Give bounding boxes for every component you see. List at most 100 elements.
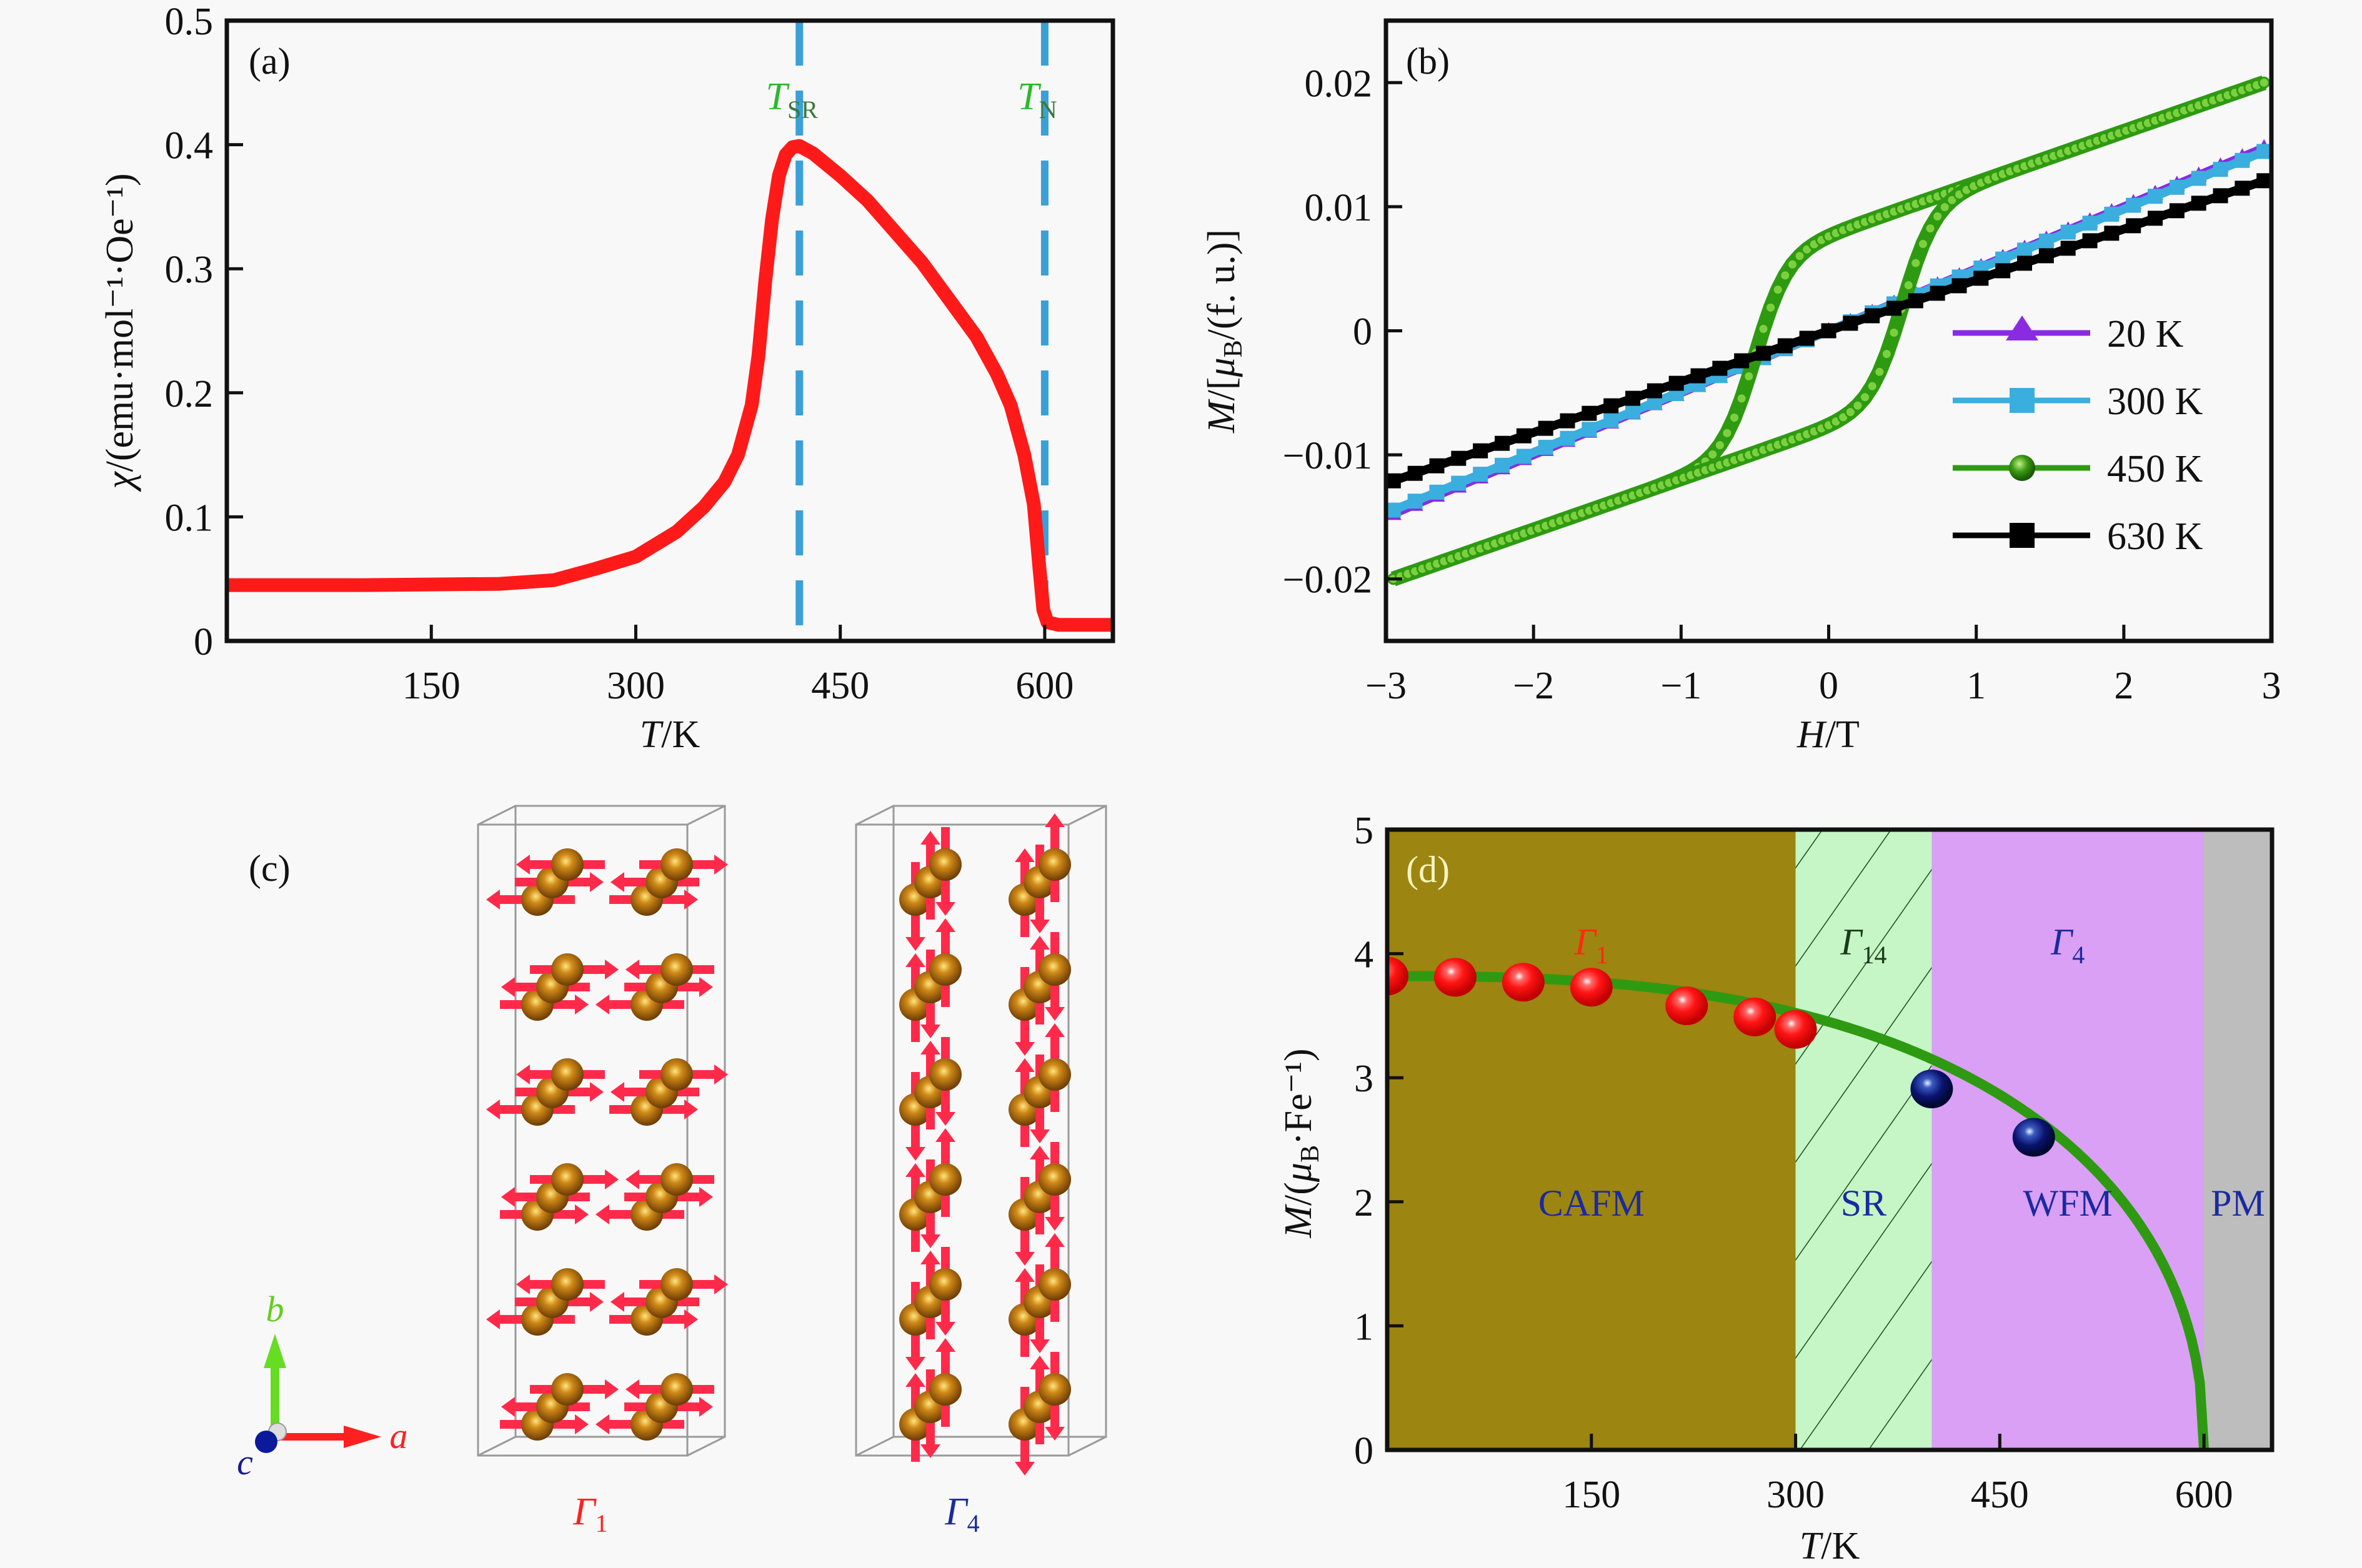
unit-cell-gamma1 [477,805,728,1457]
label-sub: N [1039,96,1057,124]
y-tick-label: 0.3 [165,249,214,291]
legend-item: 300 K [1953,380,2203,423]
spin-arrowhead [1045,813,1065,827]
y-tick-label: 0.1 [165,497,214,539]
panel-label-d: (d) [1406,849,1450,890]
data-marker [1908,293,1923,309]
data-marker [1429,484,1445,500]
spin-arrowhead [486,1099,500,1119]
fe-atom [929,953,962,986]
data-marker [1916,237,1929,250]
legend-item: 20 K [1953,313,2184,355]
spin-arrowhead [714,855,728,875]
axis-ticks: −3 −2 −1 0 1 2 3 −0.02 −0.01 0 0.01 0.02 [1283,62,2281,707]
spin-arrowhead [1045,1023,1065,1037]
data-marker [2148,189,2163,204]
spin-arrowhead [501,1397,515,1417]
legend-label: 450 K [2107,448,2203,490]
cell-edge [1068,1436,1107,1457]
axis-ticks: 150 300 450 600 0 0.1 0.2 0.3 0.4 0.5 [165,1,1074,707]
gamma1-data-point [1433,958,1477,997]
x-tick-label: 150 [1562,1474,1620,1516]
fe-atom [660,1058,693,1091]
data-marker [1995,263,2011,279]
data-marker [1973,270,1989,286]
data-marker [1516,449,1532,464]
data-marker [1582,405,1597,421]
plot-frame [224,18,1115,643]
data-marker [1473,443,1488,459]
data-marker [1793,250,1806,262]
spin-arrowhead [501,977,515,997]
y-tick-label: 0.2 [165,373,214,415]
rep-main: Γ [1574,921,1598,963]
data-marker [1859,391,1871,404]
spin-arrowhead [684,1309,698,1329]
x-tick-label: 300 [1767,1474,1825,1516]
fe-atom [551,1268,584,1301]
data-marker [1407,494,1423,509]
x-tick-label: 150 [402,665,461,707]
fe-atom [929,1268,962,1301]
spin-arrowhead [905,937,925,951]
data-marker [2104,206,2120,222]
spin-arrowhead [935,902,955,916]
spin-arrowhead [590,1082,604,1102]
y-tick-label: 0.01 [1305,187,1373,229]
fe-atom [551,1058,584,1091]
data-marker [1910,257,1922,269]
data-marker [2169,203,2185,219]
region-cafm [1387,830,1796,1450]
fe-atom [660,953,693,986]
spin-arrowhead [575,1414,589,1434]
fe-atom [1039,848,1071,881]
y-tick-label: 3 [1354,1058,1373,1100]
data-marker [1668,375,1684,391]
label-main: T [1017,76,1042,118]
spin-arrowhead [486,1309,500,1329]
y-tick-label: 5 [1354,810,1373,852]
unit-cell-gamma4 [855,805,1107,1476]
data-marker [2082,233,2098,249]
legend-marker-triangle [2006,315,2038,340]
data-marker [2169,179,2185,195]
spin-arrowhead [920,1444,940,1458]
x-tick-label: −1 [1660,665,1702,707]
representation-label: Γ14 [1840,921,1886,969]
data-marker [1743,370,1755,382]
a-axis-label: a [390,1416,408,1456]
fe-atom [929,1058,962,1091]
rep-main: Γ [1840,921,1863,963]
data-marker [1734,353,1750,369]
spin-arrowhead [1030,1339,1050,1353]
spin-arrowhead [1030,920,1050,933]
data-marker [2213,162,2228,177]
transition-labels: TSR TN [766,76,1057,124]
spin-arrowhead [714,1064,728,1084]
spin-arrowhead [1015,848,1035,862]
cell-edge [687,805,725,826]
data-marker [1844,406,1856,419]
legend-label: 20 K [2107,313,2184,355]
data-marker [1451,475,1467,491]
gamma1-data-point [1774,1010,1817,1049]
gamma1-data-point [1665,986,1708,1026]
spin-arrowhead [1045,1233,1065,1247]
gamma4-data-point [2012,1118,2055,1157]
data-marker [1560,430,1575,446]
data-marker [2126,218,2141,234]
rep-main: Γ [2050,921,2074,963]
data-marker [1582,422,1597,437]
data-marker [2191,196,2206,211]
region-label-wfm: WFM [2023,1183,2113,1224]
data-marker [2017,256,2033,271]
rep-sub: 4 [2072,941,2085,969]
cell-edge [855,1436,894,1457]
y-tick-label: 2 [1354,1182,1373,1224]
data-marker [1865,308,1880,324]
data-marker [1924,222,1936,235]
x-tick-label: 0 [1819,665,1838,707]
panel-label-a: (a) [249,41,291,82]
data-marker [1779,269,1791,282]
